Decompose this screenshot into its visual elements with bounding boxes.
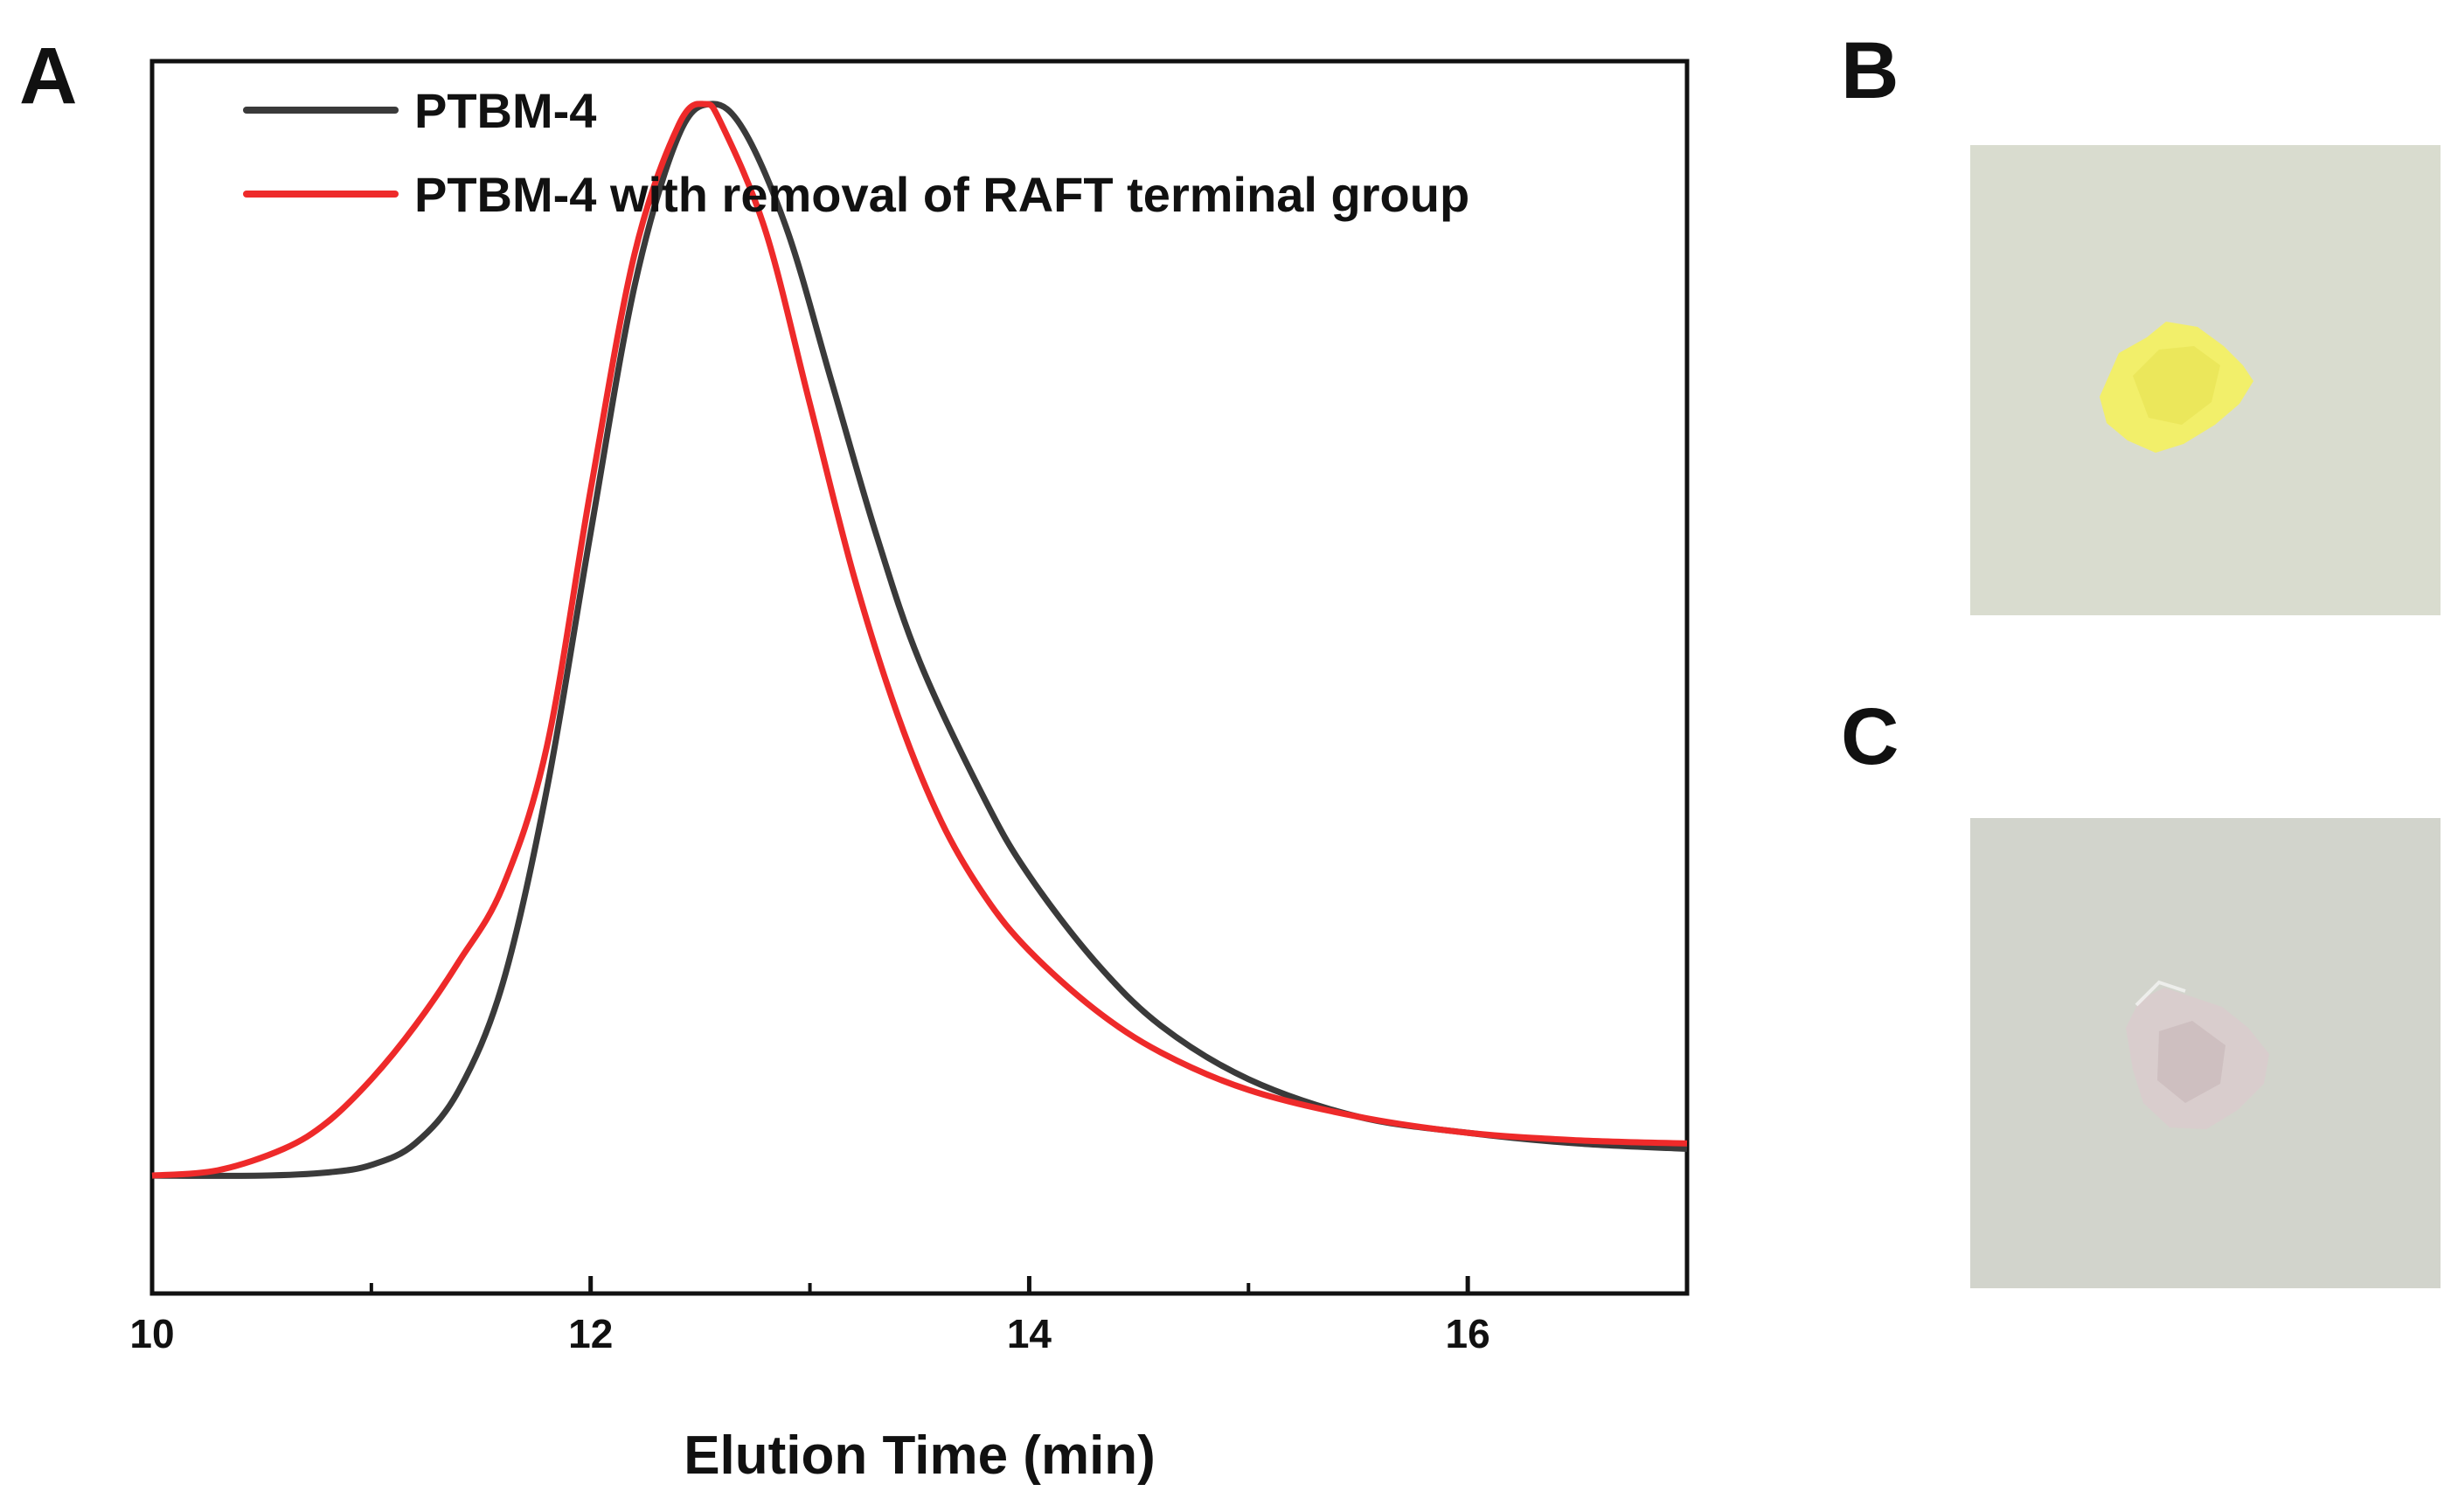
x-tick-label: 10 (129, 1311, 174, 1356)
series-layer (151, 101, 1688, 1179)
x-tick-label: 12 (568, 1311, 613, 1356)
x-tick-label: 14 (1007, 1311, 1052, 1356)
photo-c-pale-sample (2126, 980, 2269, 1129)
sample-c-highlight (2157, 1021, 2225, 1103)
sample-b-shading (2133, 346, 2220, 425)
x-axis-title: Elution Time (min) (684, 1425, 1156, 1486)
series-line-ptbm-4-raft-removed (151, 101, 1688, 1179)
legend: PTBM-4 PTBM-4 with removal of RAFT termi… (243, 83, 1469, 222)
x-axis-tick-labels: 10 12 14 16 (129, 1311, 1489, 1356)
panel-c: C (1841, 692, 2441, 1288)
panel-a: A 10 12 14 16 Elution Time (min) PTBM-4 PTB… (19, 31, 1690, 1486)
legend-label-ptbm-4-raft-removed: PTBM-4 with removal of RAFT terminal gro… (414, 167, 1469, 222)
x-axis-ticks (149, 1276, 1470, 1294)
panel-letter-a: A (19, 31, 77, 121)
plot-frame (149, 59, 1690, 1296)
x-tick-label: 16 (1446, 1311, 1490, 1356)
panel-letter-c: C (1841, 692, 1899, 781)
panel-b: B (1841, 26, 2441, 615)
series-line-ptbm-4 (151, 101, 1688, 1179)
legend-label-ptbm-4: PTBM-4 (414, 83, 596, 138)
panel-letter-b: B (1841, 26, 1899, 115)
sample-c-edge (2135, 980, 2186, 1007)
photo-b-yellow-sample (2100, 322, 2253, 453)
